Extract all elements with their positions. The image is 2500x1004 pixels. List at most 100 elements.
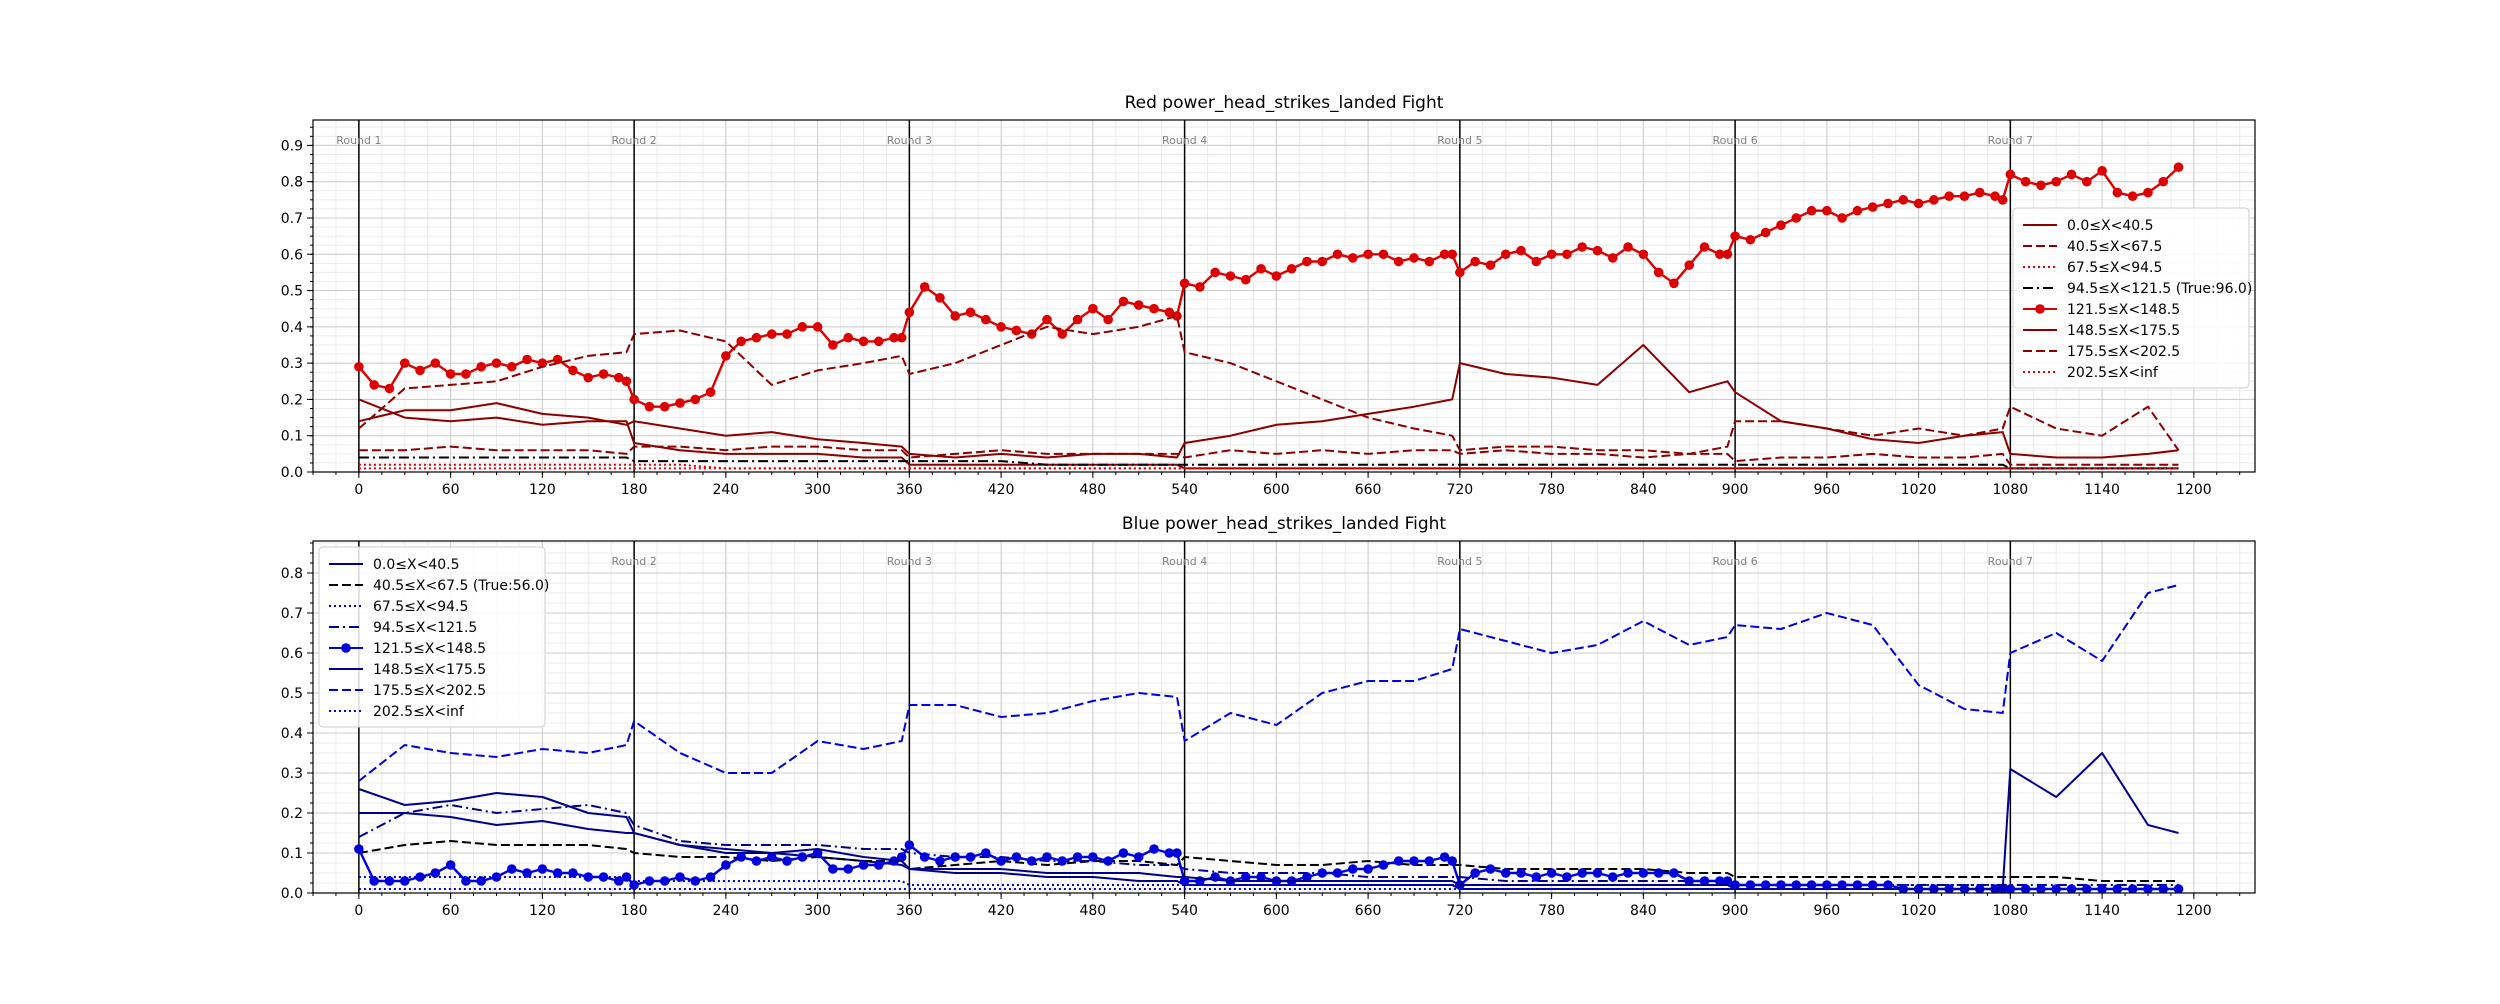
series-point — [705, 387, 716, 397]
series-point — [384, 876, 395, 886]
series-point — [797, 322, 808, 332]
series-point — [445, 369, 456, 379]
series-line-1 — [358, 840, 2179, 882]
series-point — [1439, 249, 1450, 260]
round-label: Round 6 — [1712, 555, 1757, 568]
series-point — [1317, 868, 1328, 878]
series-point — [705, 872, 716, 882]
x-tick-label: 840 — [1630, 482, 1657, 498]
series-point — [2097, 884, 2107, 893]
x-tick-label: 180 — [621, 482, 648, 498]
series-point — [1577, 242, 1587, 252]
series-point — [843, 864, 853, 874]
series-point — [1164, 848, 1175, 858]
series-point — [1172, 311, 1182, 321]
subplot-red: Round 1 Round 2 Round 3 Round 4 Round 5 Round… — [281, 93, 2256, 498]
series-point — [2066, 884, 2077, 893]
series-point — [614, 876, 624, 886]
legend-box — [2012, 207, 2250, 389]
round-label: Round 5 — [1437, 134, 1482, 147]
series-group — [354, 584, 2184, 893]
series-point — [1577, 868, 1587, 878]
series-point — [1133, 300, 1144, 310]
series-point — [1118, 296, 1129, 307]
series-point — [751, 332, 762, 343]
legend-entry: 40.5≤X<67.5 — [2023, 239, 2162, 255]
series-point — [1974, 187, 1985, 198]
series-point — [1042, 314, 1052, 325]
series-point — [1745, 880, 1756, 890]
legend-label: 40.5≤X<67.5 (True:56.0) — [373, 578, 549, 594]
series-point — [1669, 868, 1679, 878]
chart-title: Red power_head_strikes_landed Fight — [1125, 93, 1444, 113]
series-point — [721, 351, 731, 361]
x-tick-label: 960 — [1813, 903, 1840, 919]
x-tick-label: 1140 — [2084, 482, 2120, 498]
x-tick-label: 120 — [529, 482, 556, 498]
series-point — [858, 336, 869, 347]
series-point — [1118, 848, 1129, 858]
x-tick-label: 1080 — [1993, 482, 2029, 498]
y-tick-label: 0.7 — [281, 606, 303, 622]
series-point — [2173, 884, 2184, 893]
series-point — [1867, 202, 1878, 212]
x-axis: 0 60 120 180 240 300 360 420 480 540 600 660 720 780 8… — [312, 472, 2241, 498]
series-point — [1776, 880, 1786, 890]
legend-label: 0.0≤X<40.5 — [373, 557, 460, 573]
series-point — [1088, 852, 1098, 862]
series-point — [598, 369, 609, 379]
series-point — [1439, 852, 1450, 862]
series-point — [1302, 256, 1312, 267]
series-point — [1913, 198, 1924, 209]
series-point — [1447, 856, 1458, 866]
series-line-5 — [358, 344, 2179, 459]
series-point — [415, 872, 425, 882]
legend-entry: 202.5≤X<inf — [2023, 365, 2159, 381]
series-point — [614, 372, 624, 383]
series-point — [476, 876, 487, 886]
series-point — [919, 282, 930, 292]
x-tick-label: 1020 — [1901, 903, 1937, 919]
y-tick-label: 0.7 — [281, 211, 303, 227]
series-point — [1172, 848, 1182, 858]
legend-label: 121.5≤X<148.5 — [373, 641, 486, 657]
series-point — [1332, 868, 1343, 878]
chart-title: Blue power_head_strikes_landed Fight — [1122, 514, 1446, 534]
y-tick-label: 0.1 — [281, 846, 303, 862]
series-point — [644, 401, 655, 412]
series-point — [2036, 884, 2046, 893]
series-point — [782, 329, 792, 339]
series-point — [1164, 307, 1175, 318]
series-point — [2005, 169, 2016, 180]
axes-frame — [312, 119, 2256, 473]
series-point — [1745, 234, 1756, 245]
series-point — [1715, 876, 1725, 886]
series-point — [1791, 880, 1802, 890]
series-point — [445, 860, 456, 870]
series-point — [1011, 852, 1022, 862]
series-point — [812, 322, 823, 332]
legend-label: 121.5≤X<148.5 — [2067, 302, 2180, 318]
x-tick-label: 600 — [1263, 903, 1290, 919]
series-point — [1929, 195, 1939, 205]
series-point — [1500, 868, 1511, 878]
y-tick-label: 0.5 — [281, 686, 303, 702]
series-point — [828, 864, 838, 874]
series-point — [461, 876, 471, 886]
legend-entry: 175.5≤X<202.5 — [2023, 344, 2180, 360]
x-tick-label: 1020 — [1901, 482, 1937, 498]
series-point — [1852, 880, 1863, 890]
legend-label: 175.5≤X<202.5 — [2067, 344, 2180, 360]
series-point — [919, 852, 930, 862]
series-point — [1607, 253, 1618, 263]
series-point — [1546, 868, 1557, 878]
series-point — [583, 372, 594, 383]
series-point — [1393, 856, 1404, 866]
round-label: Round 3 — [887, 134, 932, 147]
x-tick-label: 420 — [988, 903, 1015, 919]
series-point — [430, 868, 441, 878]
series-line-3 — [358, 804, 2179, 886]
series-point — [1867, 880, 1878, 890]
legend-label: 148.5≤X<175.5 — [2067, 323, 2180, 339]
y-tick-label: 0.4 — [281, 726, 303, 742]
